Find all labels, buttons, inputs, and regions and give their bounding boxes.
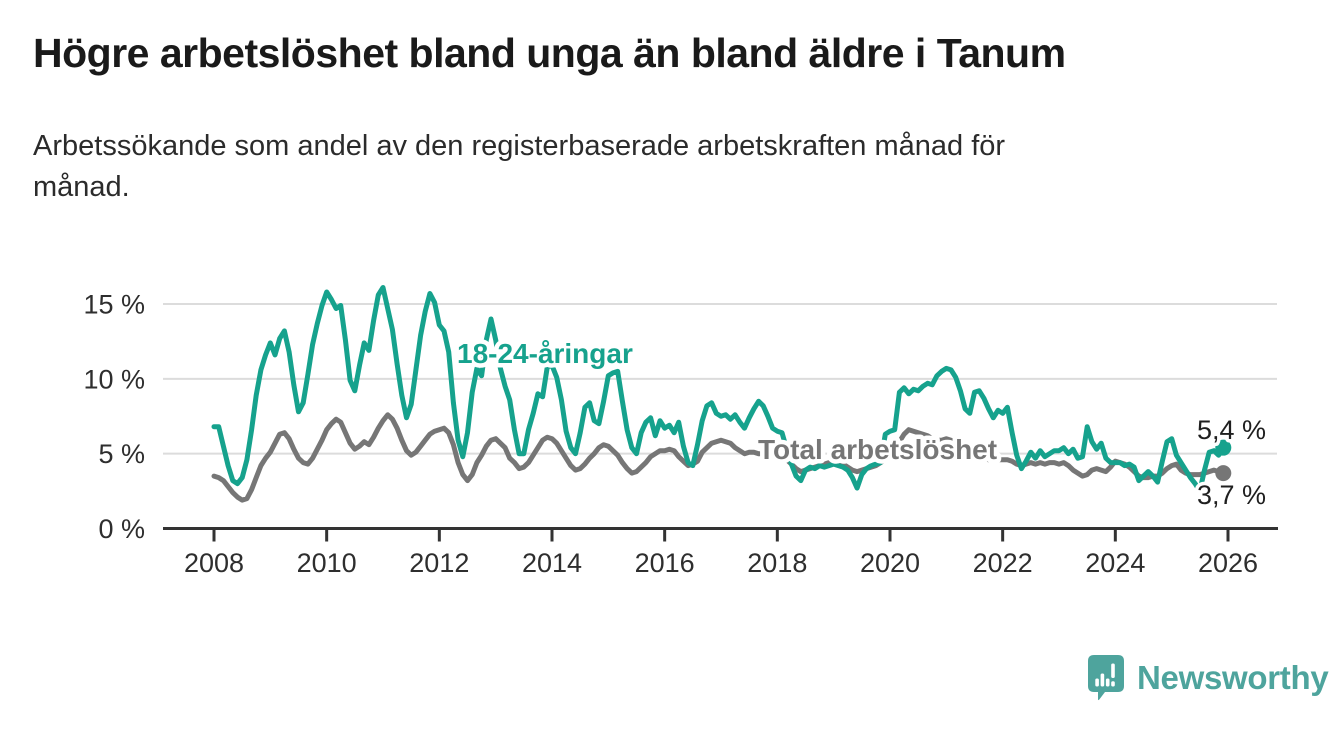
- brand-name: Newsworthy: [1137, 658, 1329, 696]
- x-axis-tick-label: 2010: [297, 548, 357, 578]
- x-axis-tick-label: 2020: [860, 548, 920, 578]
- y-axis-tick-label: 10 %: [83, 364, 145, 394]
- x-axis-tick-label: 2014: [522, 548, 582, 578]
- y-axis-tick-label: 5 %: [98, 439, 145, 469]
- line-chart: 0 % 5 % 10 % 15 % 2008 2010 2012 2014 2016 2018 20…: [83, 285, 1278, 578]
- total-series-end-dot: [1215, 465, 1232, 482]
- y-axis-tick-label: 0 %: [98, 514, 145, 544]
- page-title: Högre arbetslöshet bland unga än bland ä…: [33, 30, 1066, 76]
- youth-series-end-dot: [1215, 439, 1232, 456]
- youth-series-label: 18-24-åringar: [457, 338, 633, 369]
- total-series-line: [211, 412, 1226, 503]
- youth-series-line: [211, 285, 1226, 494]
- total-end-value-label: 3,7 %: [1197, 480, 1266, 510]
- x-axis-tick-label: 2022: [973, 548, 1033, 578]
- newsworthy-brand: Newsworthy: [1087, 654, 1329, 701]
- x-axis-tick-label: 2026: [1198, 548, 1258, 578]
- y-axis-tick-label: 15 %: [83, 290, 145, 320]
- x-axis-tick-label: 2018: [747, 548, 807, 578]
- chart-subtitle: Arbetssökande som andel av den registerb…: [33, 126, 1005, 208]
- x-axis-tick-label: 2008: [184, 548, 244, 578]
- x-axis-tick-label: 2016: [635, 548, 695, 578]
- newsworthy-logo-icon: [1088, 655, 1124, 701]
- x-axis-tick-label: 2024: [1085, 548, 1145, 578]
- x-axis-tick-label: 2012: [409, 548, 469, 578]
- subtitle-line-2: månad.: [33, 171, 130, 204]
- youth-end-value-label: 5,4 %: [1197, 415, 1266, 445]
- total-series-label: Total arbetslöshet: [758, 434, 997, 465]
- subtitle-line-1: Arbetssökande som andel av den registerb…: [33, 130, 1006, 162]
